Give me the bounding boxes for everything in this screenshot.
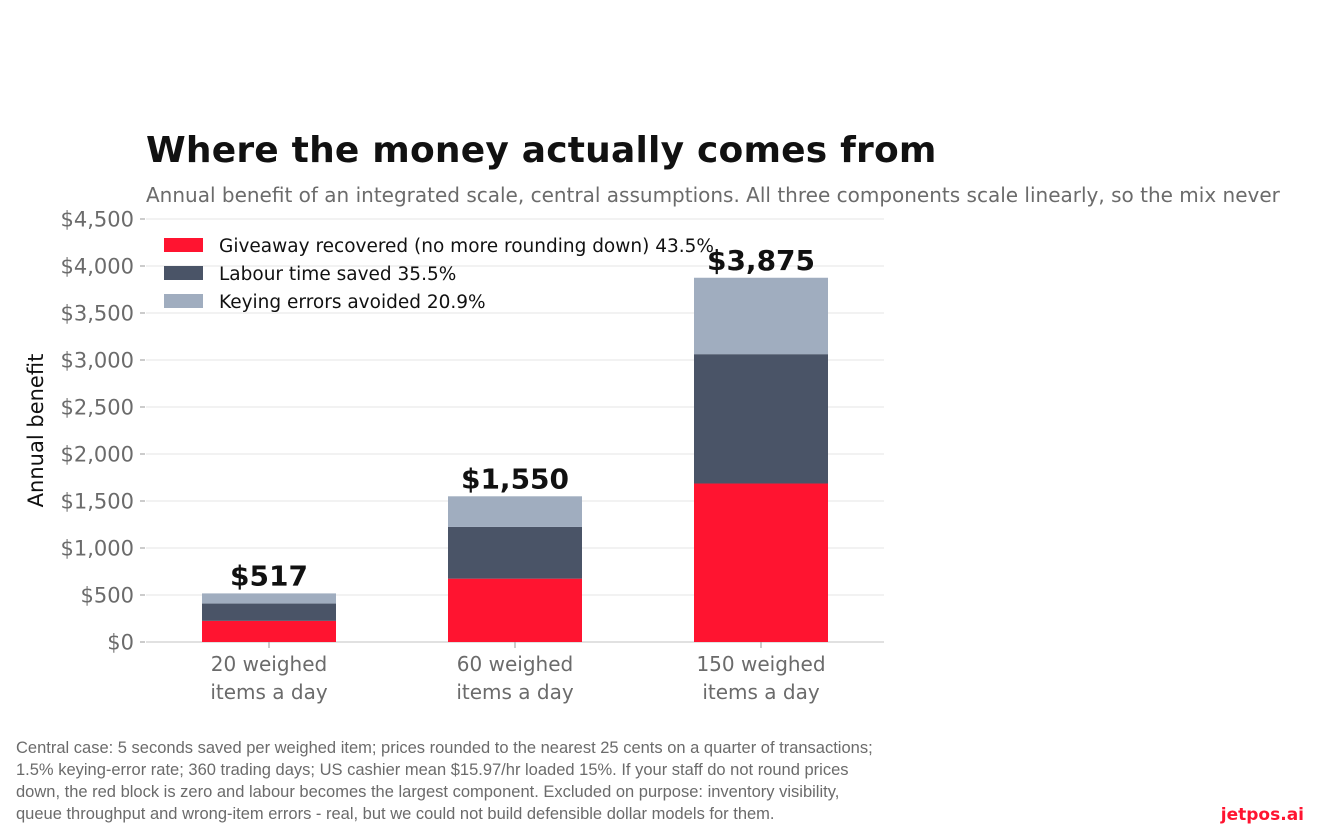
footnote-line: 1.5% keying-error rate; 360 trading days… <box>16 761 849 779</box>
x-tick-label: 60 weighed <box>457 652 573 676</box>
y-axis-label: Annual benefit <box>24 354 48 508</box>
bar-segment <box>448 526 582 579</box>
bar-segment <box>448 496 582 527</box>
chart-subtitle: Annual benefit of an integrated scale, c… <box>146 183 1280 207</box>
x-tick-label: 20 weighed <box>211 652 327 676</box>
chart-title: Where the money actually comes from <box>146 130 937 171</box>
x-tick-label: items a day <box>456 680 574 704</box>
legend-swatch <box>164 294 203 308</box>
legend-label: Keying errors avoided 20.9% <box>219 292 486 313</box>
legend-label: Labour time saved 35.5% <box>219 264 456 285</box>
y-tick-label: $3,000 <box>61 349 134 373</box>
y-tick-label: $1,500 <box>61 490 134 514</box>
footnote-line: down, the red block is zero and labour b… <box>16 783 840 801</box>
y-tick-label: $0 <box>107 631 134 655</box>
bar-total-label: $517 <box>230 559 308 592</box>
legend-label: Giveaway recovered (no more rounding dow… <box>219 236 714 257</box>
legend-swatch <box>164 238 203 252</box>
footnote-line: Central case: 5 seconds saved per weighe… <box>16 739 873 757</box>
y-tick-label: $1,000 <box>61 537 134 561</box>
bar-total-label: $3,875 <box>707 244 815 277</box>
footnote: Central case: 5 seconds saved per weighe… <box>16 737 1016 825</box>
bar-segment <box>202 603 336 621</box>
bar-segment <box>448 578 582 642</box>
bar-segment <box>694 354 828 484</box>
x-tick-label: 150 weighed <box>696 652 825 676</box>
bar-segment <box>694 483 828 642</box>
y-tick-label: $2,000 <box>61 443 134 467</box>
bar-segment <box>694 277 828 355</box>
y-tick-label: $3,500 <box>61 302 134 326</box>
bar-segment <box>202 593 336 604</box>
bar-segment <box>202 620 336 642</box>
bar-total-label: $1,550 <box>461 462 569 495</box>
y-tick-label: $4,000 <box>61 255 134 279</box>
brand-logo[interactable]: jetpos.ai <box>1220 805 1304 825</box>
y-tick-label: $4,500 <box>61 208 134 232</box>
y-tick-label: $2,500 <box>61 396 134 420</box>
legend-swatch <box>164 266 203 280</box>
x-tick-label: items a day <box>702 680 820 704</box>
y-tick-label: $500 <box>81 584 134 608</box>
footnote-line: queue throughput and wrong-item errors -… <box>16 805 775 823</box>
x-tick-label: items a day <box>210 680 328 704</box>
